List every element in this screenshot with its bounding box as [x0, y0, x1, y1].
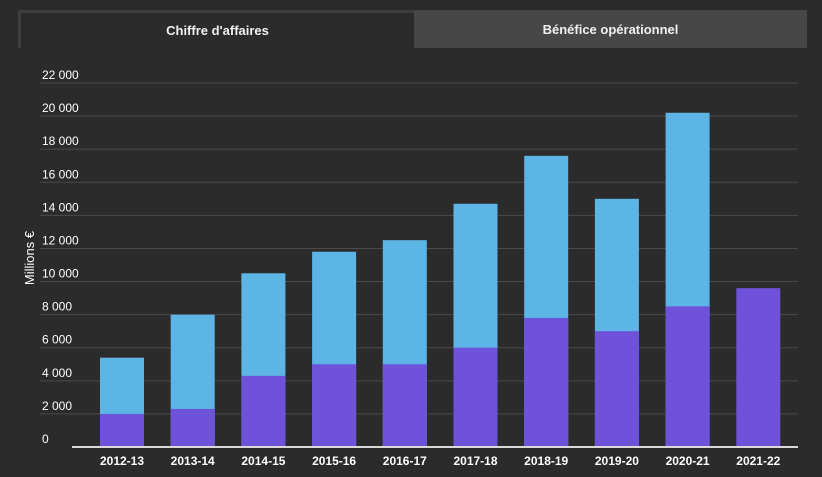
- bar[interactable]: [594, 331, 639, 447]
- y-tick-label: 10 000: [42, 267, 79, 281]
- x-tick-label: 2021-22: [736, 454, 780, 468]
- y-tick-label: 0: [42, 432, 49, 446]
- y-tick-label: 20 000: [42, 101, 79, 115]
- bar[interactable]: [170, 408, 215, 447]
- x-tick-label: 2019-20: [595, 454, 639, 468]
- y-axis-ticks: 0 2 000 4 000 6 000 8 000 10 000 12 000 14 000 1…: [42, 68, 79, 446]
- bar[interactable]: [241, 375, 286, 447]
- y-tick-label: 18 000: [42, 134, 79, 148]
- bar[interactable]: [312, 364, 357, 447]
- y-tick-label: 14 000: [42, 200, 79, 214]
- chart-tabs: Chiffre d'affaires Bénéfice opérationnel: [18, 10, 807, 48]
- y-tick-label: 16 000: [42, 167, 79, 181]
- x-tick-label: 2012-13: [100, 454, 144, 468]
- bar[interactable]: [665, 306, 710, 447]
- x-tick-label: 2014-15: [241, 454, 285, 468]
- y-tick-label: 22 000: [42, 68, 79, 82]
- y-axis-label: Millions €: [22, 230, 37, 285]
- y-tick-label: 2 000: [42, 399, 72, 413]
- y-tick-label: 8 000: [42, 300, 72, 314]
- y-tick-label: 12 000: [42, 233, 79, 247]
- tab-chiffre-affaires[interactable]: Chiffre d'affaires: [18, 10, 414, 48]
- x-tick-label: 2016-17: [383, 454, 427, 468]
- series-dark-bars: [100, 288, 781, 447]
- tab-benefice-operationnel[interactable]: Bénéfice opérationnel: [414, 10, 807, 48]
- bar[interactable]: [100, 413, 144, 447]
- bar[interactable]: [524, 317, 569, 447]
- x-tick-label: 2020-21: [666, 454, 710, 468]
- x-tick-label: 2017-18: [453, 454, 497, 468]
- x-tick-label: 2018-19: [524, 454, 568, 468]
- x-tick-label: 2013-14: [171, 454, 215, 468]
- bar[interactable]: [382, 364, 427, 447]
- y-tick-label: 6 000: [42, 333, 72, 347]
- bar[interactable]: [736, 288, 781, 447]
- y-tick-label: 4 000: [42, 366, 72, 380]
- x-tick-label: 2015-16: [312, 454, 356, 468]
- bar[interactable]: [453, 347, 498, 447]
- x-axis-ticks: 2012-13 2013-14 2014-15 2015-16 2016-17 2017-…: [100, 454, 781, 468]
